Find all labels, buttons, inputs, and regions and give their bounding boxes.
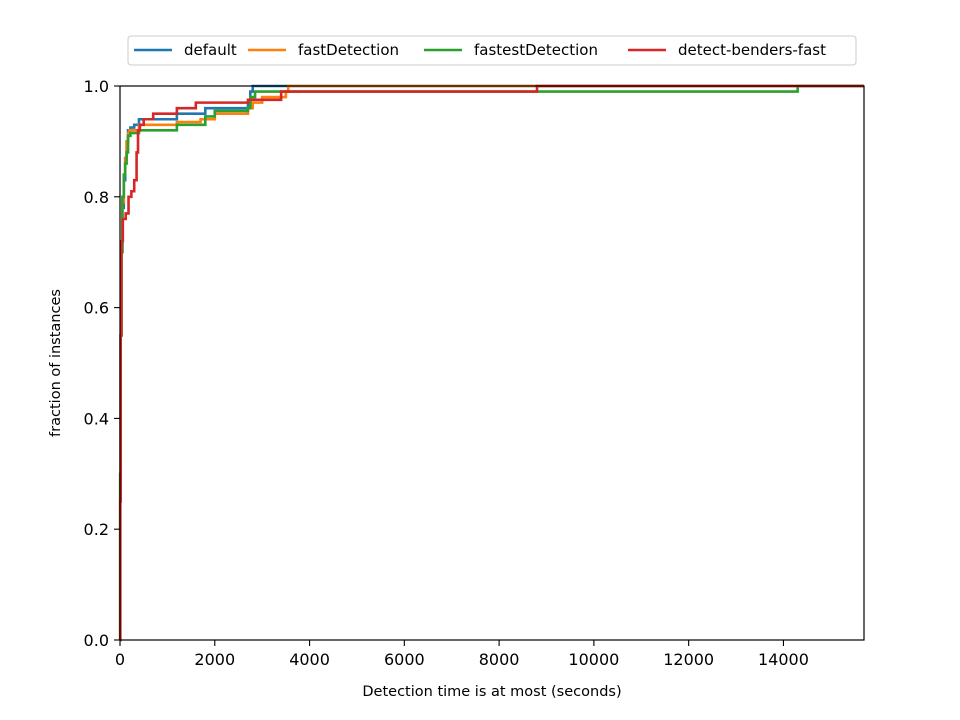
series-line-3	[118, 84, 864, 642]
y-axis-label: fraction of instances	[48, 289, 64, 437]
x-axis: 0 2000 4000 6000 8000 10000 12000 14000	[115, 640, 809, 669]
legend-box	[127, 35, 857, 66]
y-tick-label: 1.0	[84, 77, 109, 96]
legend: default fastDetection fastestDetection dete…	[127, 35, 857, 66]
x-tick-label: 4000	[289, 650, 330, 669]
y-tick-label: 0.2	[84, 520, 109, 539]
legend-entry-label: default	[184, 41, 237, 59]
y-tick-label: 0.4	[84, 409, 109, 428]
legend-entry-label: detect-benders-fast	[678, 41, 826, 59]
x-tick-label: 0	[115, 650, 125, 669]
x-tick-label: 2000	[194, 650, 235, 669]
x-axis-label: Detection time is at most (seconds)	[362, 684, 621, 700]
y-axis: 0.0 0.2 0.4 0.6 0.8 1.0	[84, 77, 120, 650]
x-tick-label: 12000	[663, 650, 714, 669]
legend-entry-label: fastestDetection	[474, 41, 598, 59]
legend-entry-label: fastDetection	[298, 41, 399, 59]
y-tick-label: 0.8	[84, 188, 109, 207]
y-tick-label: 0.0	[84, 631, 109, 650]
x-tick-label: 6000	[384, 650, 425, 669]
x-tick-label: 10000	[568, 650, 619, 669]
x-tick-label: 8000	[479, 650, 520, 669]
x-tick-label: 14000	[758, 650, 809, 669]
plot-frame	[119, 85, 865, 641]
y-tick-label: 0.6	[84, 299, 109, 318]
series-layer	[118, 84, 864, 642]
